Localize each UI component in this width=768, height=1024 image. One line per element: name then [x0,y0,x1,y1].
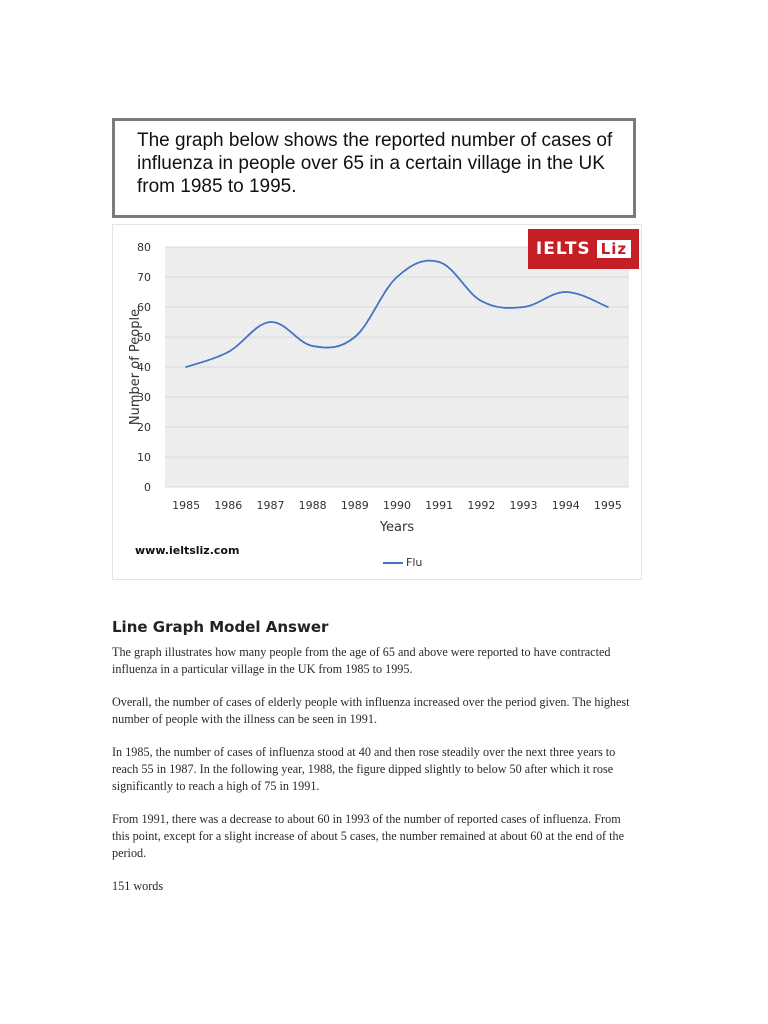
data-point-1994 [564,291,567,293]
x-tick-label: 1995 [594,499,622,512]
answer-paragraph-4: From 1991, there was a decrease to about… [112,812,625,860]
answer-heading: Line Graph Model Answer [112,618,329,636]
logo-badge: Liz [596,240,632,258]
y-tick-label: 20 [137,421,151,434]
y-tick-label: 40 [137,361,151,374]
data-point-1990 [396,276,398,278]
data-point-1985 [185,366,187,368]
y-tick-label: 70 [137,271,151,284]
chart-legend: Flu [383,556,422,569]
data-point-1986 [227,351,230,353]
answer-paragraph-2: Overall, the number of cases of elderly … [112,695,630,726]
x-tick-label: 1993 [510,499,538,512]
x-tick-label: 1985 [172,499,200,512]
y-tick-label: 80 [137,241,151,254]
x-tick-label: 1994 [552,499,580,512]
legend-swatch-flu [383,561,403,564]
data-point-1988 [311,345,314,347]
task-prompt-text: The graph below shows the reported numbe… [137,130,613,197]
legend-label-flu: Flu [406,556,423,569]
data-point-1991 [438,261,441,263]
y-tick-label: 60 [137,301,151,314]
x-tick-label: 1986 [214,499,242,512]
data-point-1993 [522,306,525,308]
x-tick-label: 1992 [467,499,495,512]
x-tick-label: 1988 [299,499,327,512]
y-tick-label: 50 [137,331,151,344]
data-point-1995 [607,306,609,308]
line-chart-panel: 0 10 20 30 40 50 60 70 80 1985 1986 1987 1988 1989 19… [112,224,642,580]
answer-paragraph-1: The graph illustrates how many people fr… [112,645,611,676]
x-tick-label: 1991 [425,499,453,512]
data-point-1989 [353,336,356,338]
line-chart: 0 10 20 30 40 50 60 70 80 1985 1986 1987 1988 1989 19… [128,241,629,535]
y-axis-title: Number of People [128,309,143,425]
x-tick-label: 1987 [256,499,284,512]
site-url: www.ieltsliz.com [135,544,240,557]
model-answer: Line Graph Model Answer The graph illust… [112,618,632,911]
data-point-1992 [480,300,483,302]
x-tick-label: 1989 [341,499,369,512]
data-point-1987 [269,321,272,323]
task-prompt-box: The graph below shows the reported numbe… [112,118,636,218]
y-tick-label: 30 [137,391,151,404]
x-axis-title: Years [379,520,415,535]
y-tick-label: 10 [137,451,151,464]
y-tick-label: 0 [144,481,151,494]
logo-text: IELTS [535,239,591,259]
answer-paragraph-3: In 1985, the number of cases of influenz… [112,745,616,793]
x-tick-label: 1990 [383,499,411,512]
word-count: 151 words [112,879,164,893]
ielts-liz-logo: IELTS Liz [528,229,639,269]
